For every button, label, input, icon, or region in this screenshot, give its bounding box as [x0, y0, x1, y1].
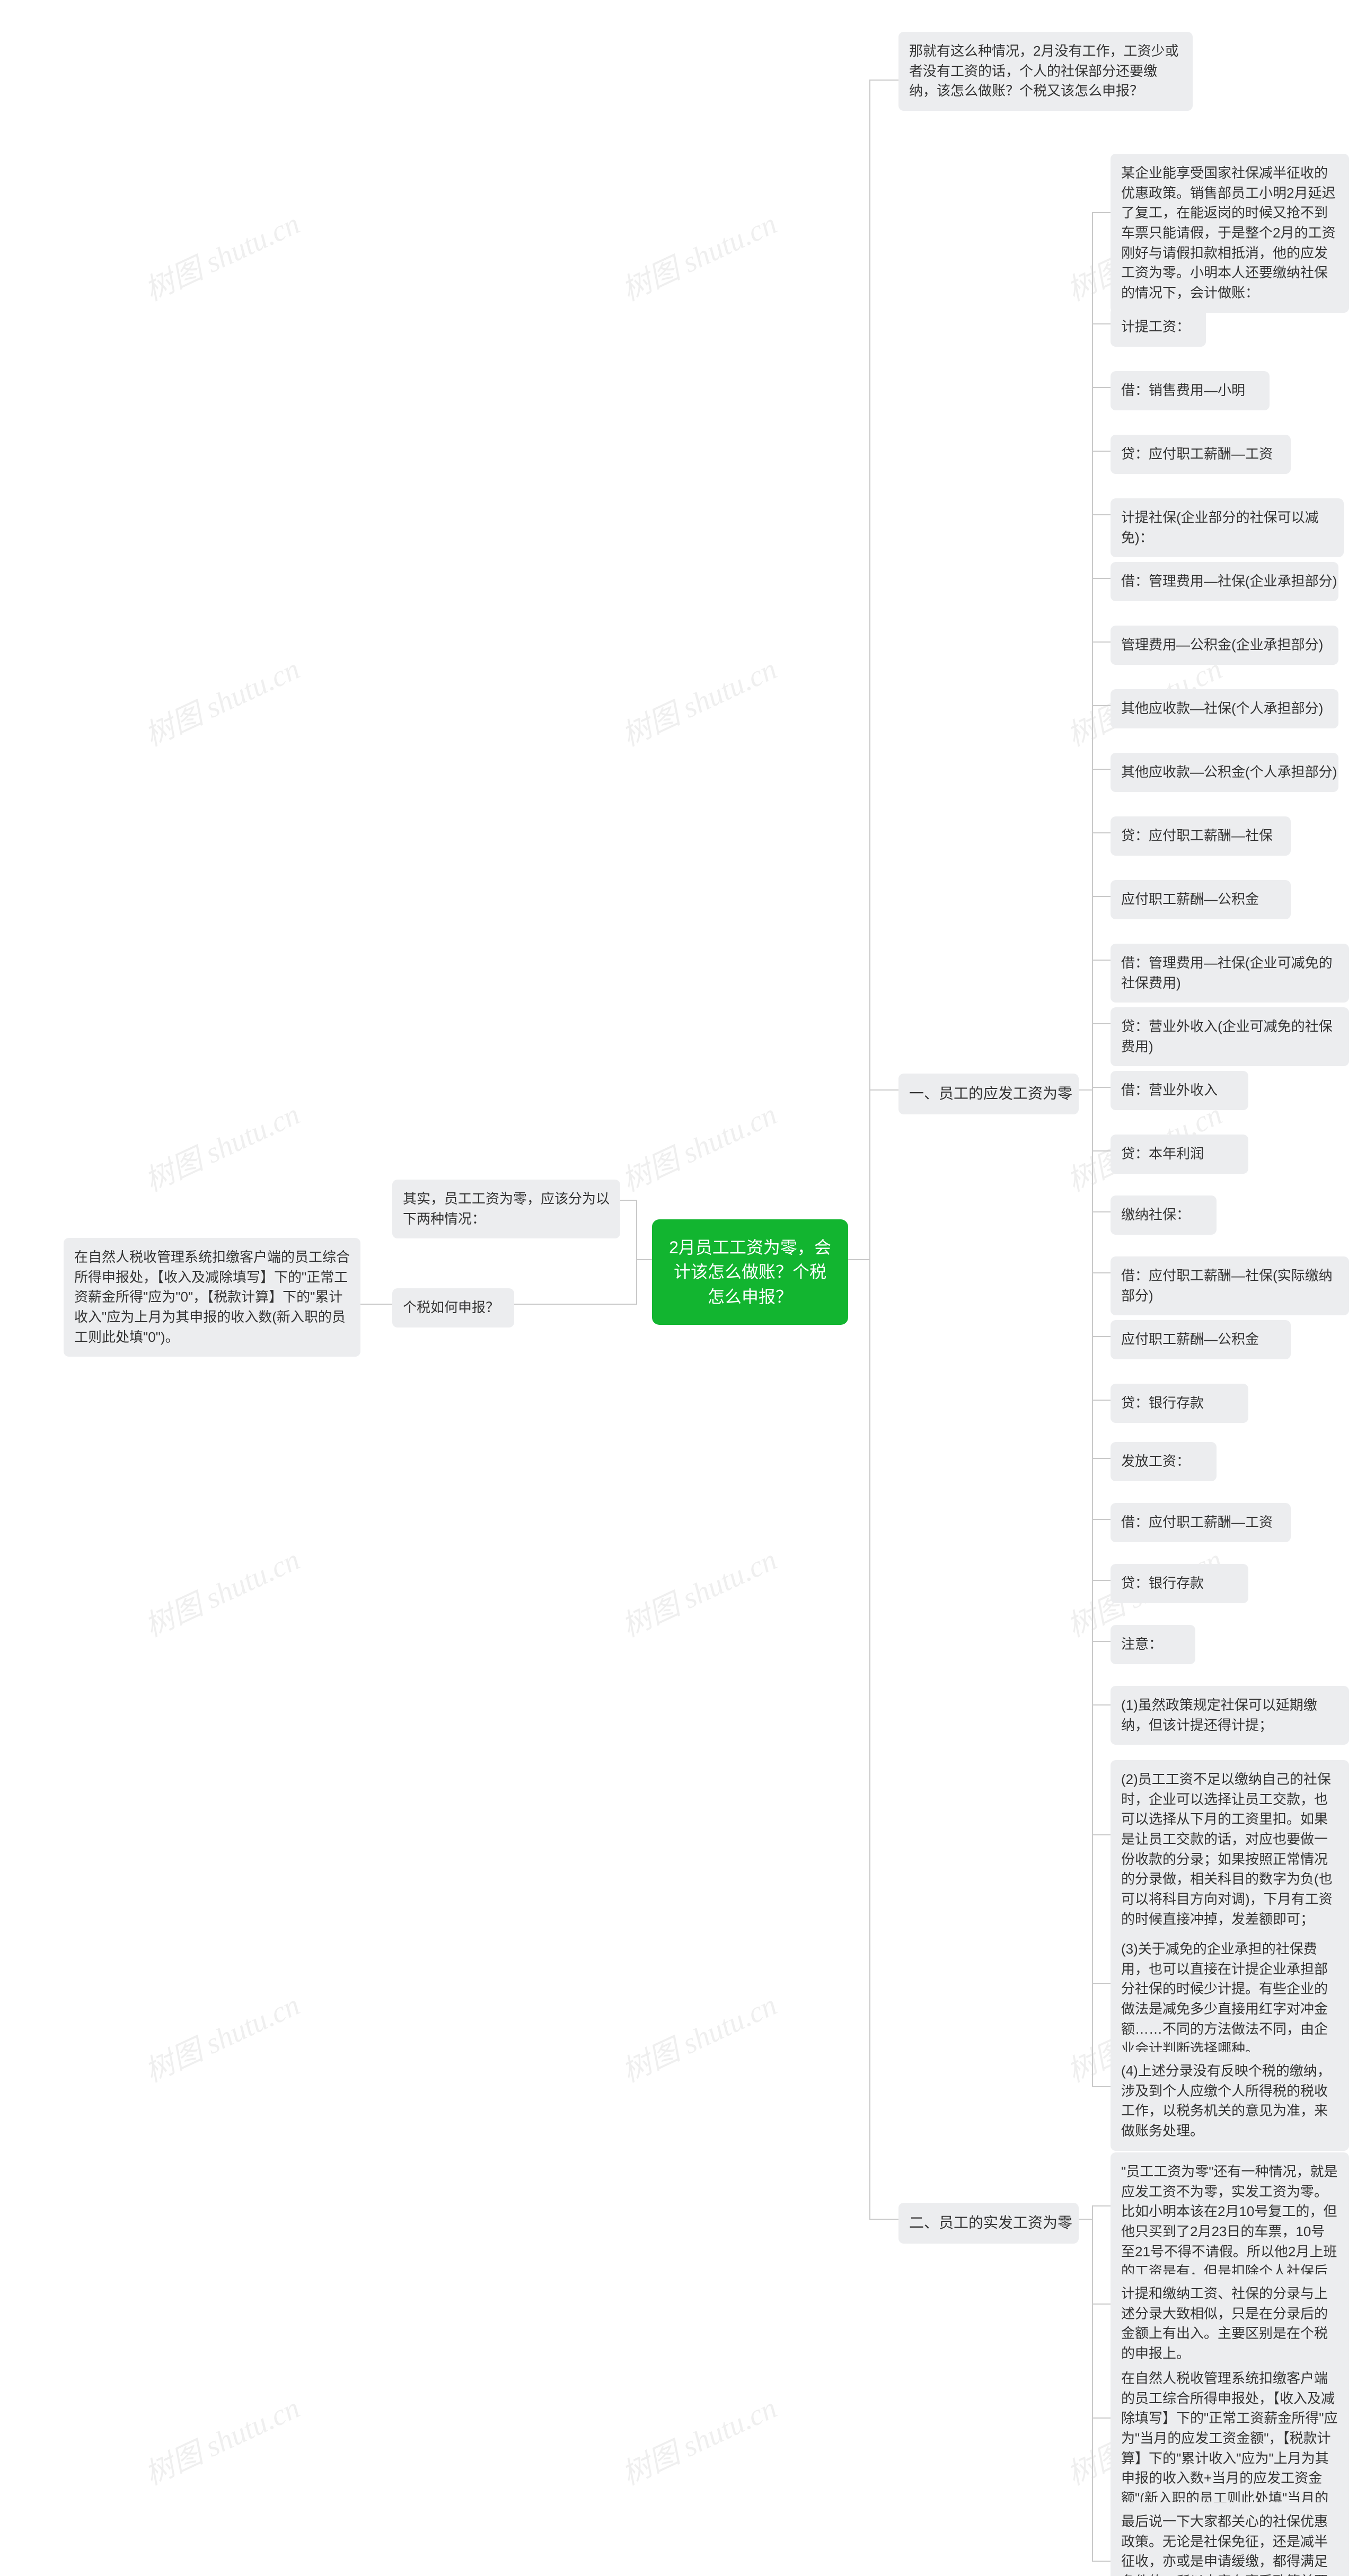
watermark: 树图 shutu.cn	[614, 645, 783, 754]
connector	[1092, 1400, 1111, 1401]
connector	[360, 1304, 392, 1305]
watermark: 树图 shutu.cn	[137, 1091, 306, 1200]
connector	[1092, 1641, 1111, 1642]
intro: 那就有这么种情况，2月没有工作，工资少或者没有工资的话，个人的社保部分还要缴纳，…	[898, 32, 1193, 111]
connector	[1092, 1087, 1111, 1088]
b1-item: (1)虽然政策规定社保可以延期缴纳，但该计提还得计提；	[1111, 1686, 1349, 1745]
connector	[1092, 769, 1111, 770]
b1-item: 应付职工薪酬—公积金	[1111, 880, 1291, 919]
connector	[1092, 514, 1111, 515]
connector	[1092, 2561, 1111, 2562]
b1-item: 贷：本年利润	[1111, 1135, 1248, 1174]
b1-item: 借：管理费用—社保(企业承担部分)	[1111, 562, 1338, 601]
b1-item: 缴纳社保：	[1111, 1195, 1217, 1235]
b1-item: 借：营业外收入	[1111, 1071, 1248, 1110]
connector	[1092, 1704, 1111, 1705]
connector	[1092, 2205, 1111, 2206]
connector	[1092, 323, 1111, 324]
connector	[1092, 212, 1111, 213]
b1-item: 发放工资：	[1111, 1442, 1217, 1481]
b2-item: 最后说一下大家都关心的社保优惠政策。无论是社保免征，还是减半征收，亦或是申请缓缴…	[1111, 2502, 1349, 2576]
watermark: 树图 shutu.cn	[137, 2384, 306, 2493]
b2-item: 计提和缴纳工资、社保的分录与上述分录大致相似，只是在分录后的金额上有出入。主要区…	[1111, 2274, 1349, 2373]
connector	[1092, 2205, 1093, 2561]
connector	[1092, 832, 1111, 833]
connector	[1092, 1336, 1111, 1337]
branch2-title: 二、员工的实发工资为零	[898, 2203, 1079, 2244]
b1-item: 管理费用—公积金(企业承担部分)	[1111, 626, 1338, 665]
b1-item: 其他应收款—社保(个人承担部分)	[1111, 689, 1338, 728]
connector	[869, 80, 898, 81]
connector	[1092, 1519, 1111, 1520]
connector	[1092, 960, 1111, 961]
b1-item: 计提社保(企业部分的社保可以减免)：	[1111, 498, 1344, 557]
connector	[620, 1200, 636, 1201]
connector	[1092, 2304, 1111, 2305]
b1-item: 贷：银行存款	[1111, 1384, 1248, 1423]
connector	[869, 2219, 898, 2220]
connector	[1092, 641, 1111, 643]
connector	[1092, 1211, 1111, 1212]
branch1-title: 一、员工的应发工资为零	[898, 1074, 1079, 1114]
b1-item: 其他应收款—公积金(个人承担部分)	[1111, 753, 1338, 792]
b1-item: 借：销售费用—小明	[1111, 371, 1270, 410]
watermark: 树图 shutu.cn	[614, 1091, 783, 1200]
connector	[1092, 896, 1111, 897]
connector	[869, 80, 870, 2219]
connector	[1092, 212, 1093, 2086]
connector	[1092, 1023, 1111, 1024]
watermark: 树图 shutu.cn	[137, 1981, 306, 2090]
connector	[1079, 1089, 1092, 1091]
b1-item: (3)关于减免的企业承担的社保费用，也可以直接在计提企业承担部分社保的时候少计提…	[1111, 1930, 1349, 2069]
left-tax-a: 在自然人税收管理系统扣缴客户端的员工综合所得申报处，【收入及减除填写】下的"正常…	[64, 1238, 360, 1357]
b1-item: 借：应付职工薪酬—工资	[1111, 1503, 1291, 1542]
connector	[1092, 578, 1111, 579]
watermark: 树图 shutu.cn	[614, 1536, 783, 1645]
b1-lead: 某企业能享受国家社保减半征收的优惠政策。销售部员工小明2月延迟了复工，在能返岗的…	[1111, 154, 1349, 313]
connector	[1092, 2086, 1111, 2087]
connector	[848, 1259, 869, 1260]
connector	[1092, 1150, 1111, 1151]
mindmap-canvas: 树图 shutu.cn 树图 shutu.cn 树图 shutu.cn 树图 s…	[0, 0, 1357, 2576]
b1-item: (2)员工工资不足以缴纳自己的社保时，企业可以选择让员工交款，也可以选择从下月的…	[1111, 1760, 1349, 1939]
connector	[1092, 1458, 1111, 1459]
connector	[1079, 2219, 1092, 2220]
connector	[1092, 451, 1111, 452]
b1-item: 贷：应付职工薪酬—社保	[1111, 816, 1291, 856]
watermark: 树图 shutu.cn	[137, 200, 306, 309]
b1-item: 计提工资：	[1111, 307, 1206, 347]
connector	[869, 1089, 898, 1091]
left-situations: 其实，员工工资为零，应该分为以下两种情况：	[392, 1180, 620, 1238]
connector	[1092, 705, 1111, 706]
watermark: 树图 shutu.cn	[614, 200, 783, 309]
connector	[636, 1259, 652, 1260]
watermark: 树图 shutu.cn	[137, 645, 306, 754]
b1-item: 贷：应付职工薪酬—工资	[1111, 435, 1291, 474]
b1-item: 应付职工薪酬—公积金	[1111, 1320, 1291, 1359]
left-tax-q: 个税如何申报？	[392, 1288, 514, 1327]
connector	[1092, 1272, 1111, 1273]
connector	[636, 1200, 637, 1305]
connector	[514, 1304, 636, 1305]
connector	[1092, 1580, 1111, 1581]
connector	[1092, 387, 1111, 388]
connector	[1092, 2417, 1111, 2419]
watermark: 树图 shutu.cn	[137, 1536, 306, 1645]
b1-item: 借：应付职工薪酬—社保(实际缴纳部分)	[1111, 1256, 1349, 1315]
watermark: 树图 shutu.cn	[614, 1981, 783, 2090]
root: 2月员工工资为零，会计该怎么做账？个税怎么申报？	[652, 1219, 848, 1325]
b1-item: (4)上述分录没有反映个税的缴纳，涉及到个人应缴个人所得税的税收工作，以税务机关…	[1111, 2052, 1349, 2151]
b1-item: 贷：银行存款	[1111, 1564, 1248, 1603]
connector	[1092, 1983, 1111, 1984]
watermark: 树图 shutu.cn	[614, 2384, 783, 2493]
b1-item: 借：管理费用—社保(企业可减免的社保费用)	[1111, 944, 1349, 1003]
b1-item: 贷：营业外收入(企业可减免的社保费用)	[1111, 1007, 1349, 1066]
b1-item: 注意：	[1111, 1625, 1195, 1664]
connector	[1092, 1834, 1111, 1835]
